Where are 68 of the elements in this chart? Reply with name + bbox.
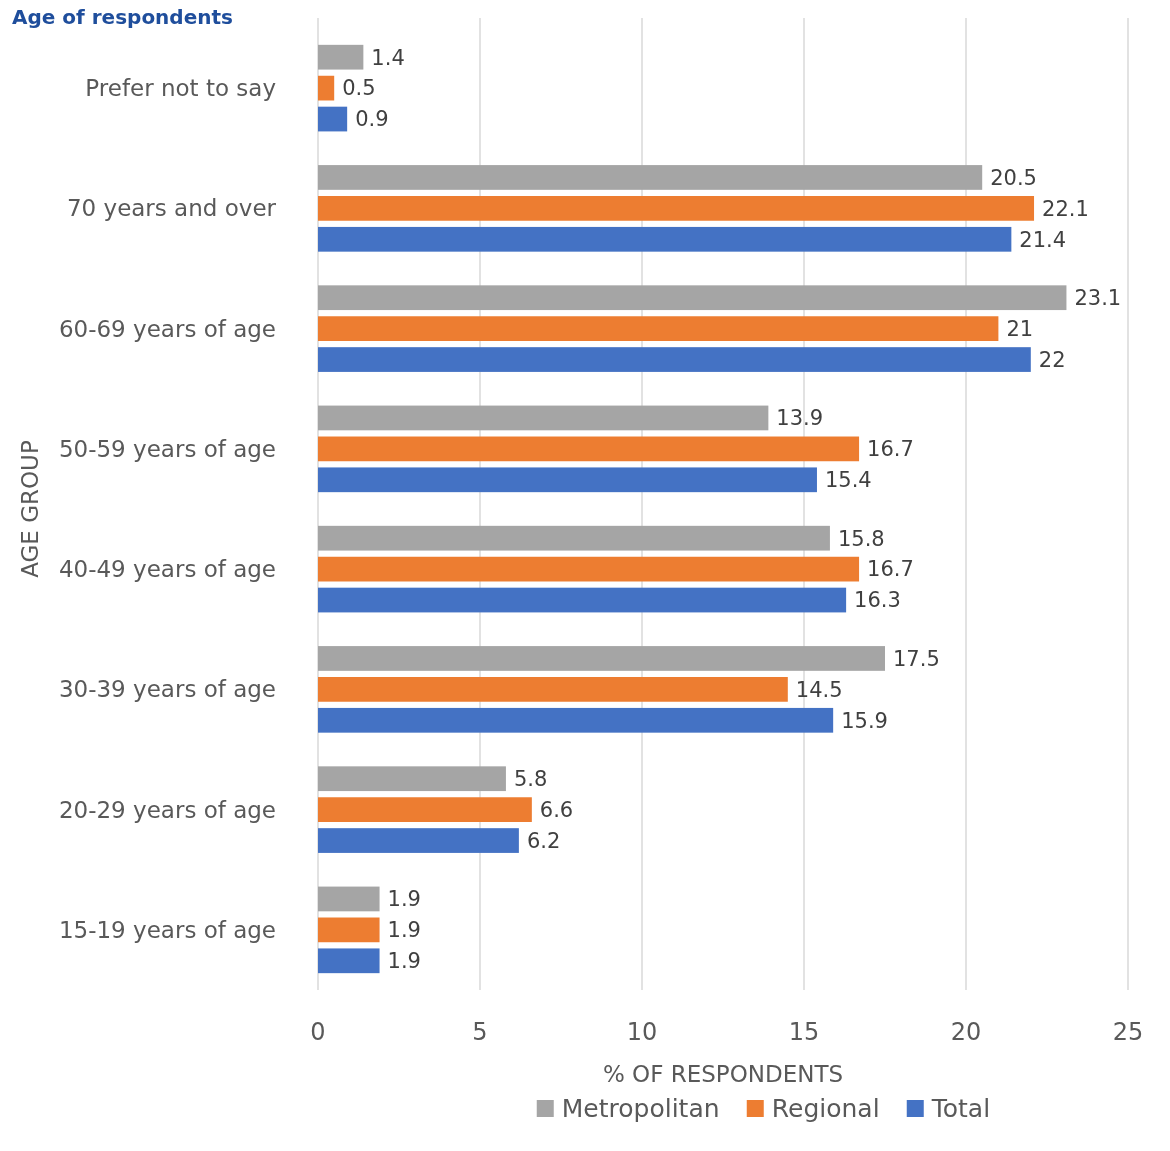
legend-label: Regional: [771, 1094, 880, 1123]
data-label: 6.6: [539, 797, 574, 822]
legend-label: Total: [930, 1094, 991, 1123]
bar: [318, 917, 380, 943]
x-axis-title: % OF RESPONDENTS: [602, 1061, 844, 1087]
bar: [318, 196, 1035, 221]
data-label: 16.3: [854, 588, 901, 613]
data-label: 1.9: [387, 918, 421, 943]
data-label: 22.1: [1042, 196, 1089, 221]
bar: [318, 106, 348, 132]
data-label: 21.4: [1019, 227, 1067, 252]
bar: [318, 467, 817, 493]
data-label: 16.7: [867, 557, 914, 582]
data-label: 14.5: [795, 677, 843, 702]
bar: [318, 347, 1031, 372]
y-tick-label: 40-49 years of age: [58, 556, 276, 583]
legend-label: Metropolitan: [561, 1094, 720, 1123]
x-tick-label: 5: [472, 1018, 488, 1046]
bar: [318, 556, 860, 582]
data-label: 1.9: [387, 887, 421, 912]
data-label: 5.8: [513, 767, 548, 792]
bar: [318, 226, 1012, 252]
data-label: 0.5: [342, 76, 376, 101]
data-label: 23.1: [1074, 286, 1122, 311]
y-tick-label: 15-19 years of age: [58, 916, 276, 943]
y-tick-label: 60-69 years of age: [58, 315, 276, 342]
bar: [318, 165, 983, 190]
data-label: 15.8: [837, 526, 885, 551]
data-label: 6.2: [526, 828, 561, 853]
bar: [318, 405, 769, 431]
text: Age of respondents: [12, 5, 233, 29]
y-tick-label: Prefer not to say: [85, 75, 276, 102]
bar: [318, 436, 860, 462]
data-label: 20.5: [990, 165, 1037, 190]
data-label: 1.9: [387, 949, 421, 974]
y-axis-title: AGE GROUP: [17, 440, 43, 578]
x-tick-label: 25: [1112, 1018, 1144, 1046]
bar: [318, 677, 788, 702]
bar: [318, 646, 885, 671]
bar: [318, 948, 380, 974]
y-tick-label: 70 years and over: [66, 195, 277, 222]
bar: [318, 828, 519, 853]
data-label: 1.4: [371, 45, 405, 70]
bar: [318, 75, 335, 101]
x-tick-label: 20: [950, 1018, 982, 1046]
bar: [318, 285, 1067, 311]
bar: [318, 797, 532, 822]
bar: [318, 766, 506, 792]
data-label: 17.5: [893, 646, 940, 671]
x-tick-label: 15: [788, 1018, 820, 1046]
bar: [318, 44, 364, 70]
bar: [318, 587, 847, 613]
data-label: 16.7: [867, 437, 914, 462]
x-tick-label: 10: [626, 1018, 658, 1046]
x-tick-label: 0: [310, 1018, 326, 1046]
data-label: 15.9: [841, 708, 888, 733]
data-label: 0.9: [355, 107, 389, 132]
bar: [318, 886, 380, 912]
data-label: 22: [1038, 347, 1066, 372]
bar: [318, 316, 999, 341]
bar: [318, 525, 830, 551]
y-tick-label: 50-59 years of age: [58, 435, 276, 462]
bar: [318, 707, 834, 733]
data-label: 21: [1006, 316, 1034, 341]
data-label: 13.9: [776, 406, 824, 431]
y-tick-label: 30-39 years of age: [58, 676, 276, 703]
y-tick-label: 20-29 years of age: [58, 796, 276, 823]
data-label: 15.4: [824, 468, 872, 493]
